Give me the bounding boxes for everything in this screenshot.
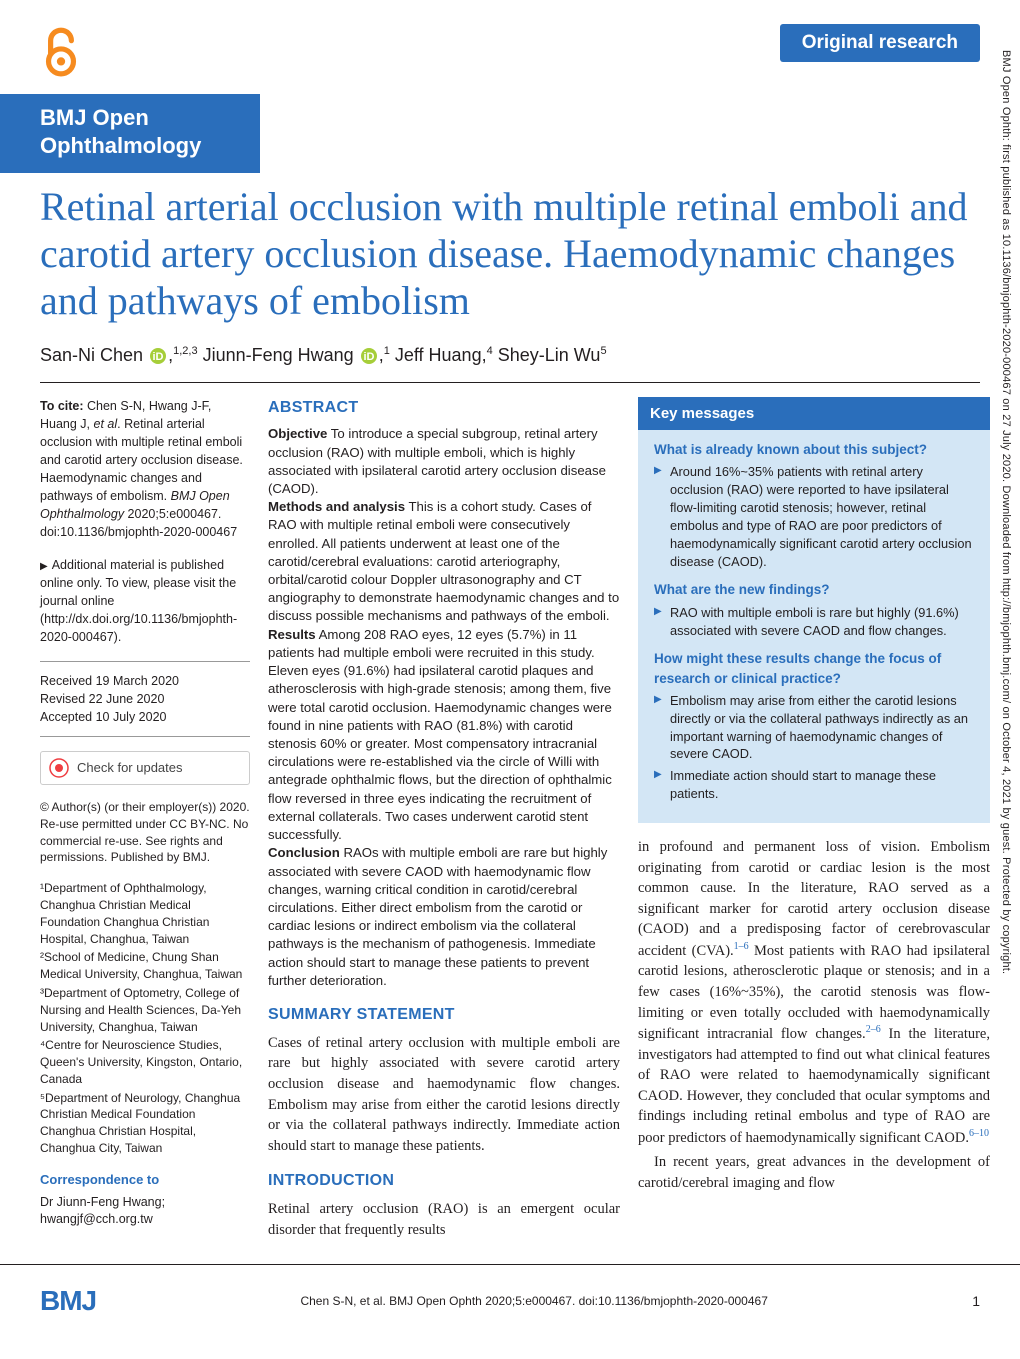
side-watermark: BMJ Open Ophth: first published as 10.11… [1000, 50, 1012, 974]
section-divider [40, 382, 980, 383]
correspondence-block: Correspondence to Dr Jiunn-Feng Hwang; h… [40, 1171, 250, 1229]
citation-ref: 1–6 [734, 941, 749, 952]
intro-heading: INTRODUCTION [268, 1170, 620, 1193]
affiliation-item: ³Department of Optometry, College of Nur… [40, 985, 250, 1035]
correspondence-text: Dr Jiunn-Feng Hwang; hwangjf@cch.org.tw [40, 1194, 250, 1229]
body-paragraph: in profound and permanent loss of vision… [638, 837, 990, 1148]
abstract-conclusion-label: Conclusion [268, 845, 340, 860]
author-name: San-Ni Chen [40, 345, 143, 365]
svg-text:iD: iD [363, 351, 374, 363]
journal-line-1: BMJ Open [40, 105, 149, 130]
bmj-logo: BMJ [40, 1285, 96, 1317]
supplementary-note: Additional material is published online … [40, 556, 250, 647]
article-title: Retinal arterial occlusion with multiple… [0, 173, 1020, 345]
citation-ref: 6–10 [969, 1128, 989, 1139]
abstract-body: Objective To introduce a special subgrou… [268, 425, 620, 990]
orcid-icon: iD [150, 348, 166, 364]
key-messages-question: How might these results change the focus… [654, 649, 974, 687]
affiliation-item: ⁴Centre for Neuroscience Studies, Queen'… [40, 1037, 250, 1087]
middle-column: ABSTRACT Objective To introduce a specia… [268, 397, 620, 1245]
crossmark-icon [49, 758, 69, 778]
key-messages-list: Embolism may arise from either the carot… [654, 692, 974, 803]
abstract-methods-text: This is a cohort study. Cases of RAO wit… [268, 499, 619, 623]
affiliation-item: ¹Department of Ophthalmology, Changhua C… [40, 880, 250, 947]
affiliation-item: ⁵Department of Neurology, Changhua Chris… [40, 1090, 250, 1157]
cite-etal: et al [94, 417, 118, 431]
footer-page-number: 1 [972, 1293, 980, 1309]
key-messages-list: Around 16%~35% patients with retinal art… [654, 463, 974, 570]
key-messages-title: Key messages [638, 397, 990, 430]
cite-label: To cite: [40, 399, 84, 413]
abstract-methods-label: Methods and analysis [268, 499, 405, 514]
affiliations-list: ¹Department of Ophthalmology, Changhua C… [40, 880, 250, 1157]
check-updates-label: Check for updates [77, 759, 183, 778]
author-affiliation-sup: 1,2,3 [173, 345, 197, 357]
date-revised: Revised 22 June 2020 [40, 690, 250, 708]
key-messages-item: RAO with multiple emboli is rare but hig… [654, 604, 974, 640]
date-received: Received 19 March 2020 [40, 672, 250, 690]
summary-heading: SUMMARY STATEMENT [268, 1004, 620, 1027]
footer-citation: Chen S-N, et al. BMJ Open Ophth 2020;5:e… [300, 1294, 767, 1308]
key-messages-item: Immediate action should start to manage … [654, 767, 974, 803]
left-meta-column: To cite: Chen S-N, Hwang J-F, Huang J, e… [40, 397, 250, 1245]
citation-block: To cite: Chen S-N, Hwang J-F, Huang J, e… [40, 397, 250, 542]
content-grid: To cite: Chen S-N, Hwang J-F, Huang J, e… [0, 397, 1020, 1245]
abstract-objective-label: Objective [268, 426, 327, 441]
key-messages-item: Around 16%~35% patients with retinal art… [654, 463, 974, 570]
check-updates-button[interactable]: Check for updates [40, 751, 250, 785]
correspondence-label: Correspondence to [40, 1171, 250, 1190]
intro-paragraph: Retinal artery occlusion (RAO) is an eme… [268, 1199, 620, 1240]
open-access-icon [40, 24, 82, 78]
author-name: Shey-Lin Wu [498, 345, 601, 365]
svg-text:iD: iD [153, 351, 164, 363]
affiliation-item: ²School of Medicine, Chung Shan Medical … [40, 949, 250, 983]
author-name: Jiunn-Feng Hwang [203, 345, 354, 365]
author-name: Jeff Huang, [395, 345, 487, 365]
body-text-span: In the literature, investigators had att… [638, 1026, 990, 1146]
key-messages-list: RAO with multiple emboli is rare but hig… [654, 604, 974, 640]
copyright-statement: © Author(s) (or their employer(s)) 2020.… [40, 799, 250, 866]
category-badge: Original research [780, 24, 980, 62]
intro-continuation: in profound and permanent loss of vision… [638, 837, 990, 1193]
author-affiliation-sup: 4 [487, 345, 493, 357]
author-affiliation-sup: 1 [384, 345, 390, 357]
orcid-icon: iD [361, 348, 377, 364]
abstract-results-text: Among 208 RAO eyes, 12 eyes (5.7%) in 11… [268, 627, 612, 842]
key-messages-question: What are the new findings? [654, 580, 974, 599]
citation-ref: 2–6 [866, 1024, 881, 1035]
key-messages-question: What is already known about this subject… [654, 440, 974, 459]
abstract-results-label: Results [268, 627, 316, 642]
article-dates: Received 19 March 2020 Revised 22 June 2… [40, 661, 250, 737]
abstract-heading: ABSTRACT [268, 397, 620, 420]
body-text-span: in profound and permanent loss of vision… [638, 839, 990, 959]
date-accepted: Accepted 10 July 2020 [40, 708, 250, 726]
abstract-conclusion-text: RAOs with multiple emboli are rare but h… [268, 845, 607, 988]
journal-line-2: Ophthalmology [40, 133, 201, 158]
header: Original research [0, 0, 1020, 88]
summary-paragraph: Cases of retinal artery occlusion with m… [268, 1033, 620, 1156]
journal-name: BMJ Open Ophthalmology [0, 94, 260, 173]
footer: BMJ Chen S-N, et al. BMJ Open Ophth 2020… [0, 1264, 1020, 1335]
key-messages-item: Embolism may arise from either the carot… [654, 692, 974, 764]
intro-body: Retinal artery occlusion (RAO) is an eme… [268, 1199, 620, 1240]
author-affiliation-sup: 5 [600, 345, 606, 357]
right-column: Key messages What is already known about… [638, 397, 990, 1245]
key-messages-box: Key messages What is already known about… [638, 397, 990, 824]
author-list: San-Ni Chen iD,1,2,3 Jiunn-Feng Hwang iD… [0, 345, 1020, 382]
body-paragraph: In recent years, great advances in the d… [638, 1152, 990, 1193]
summary-body: Cases of retinal artery occlusion with m… [268, 1033, 620, 1156]
